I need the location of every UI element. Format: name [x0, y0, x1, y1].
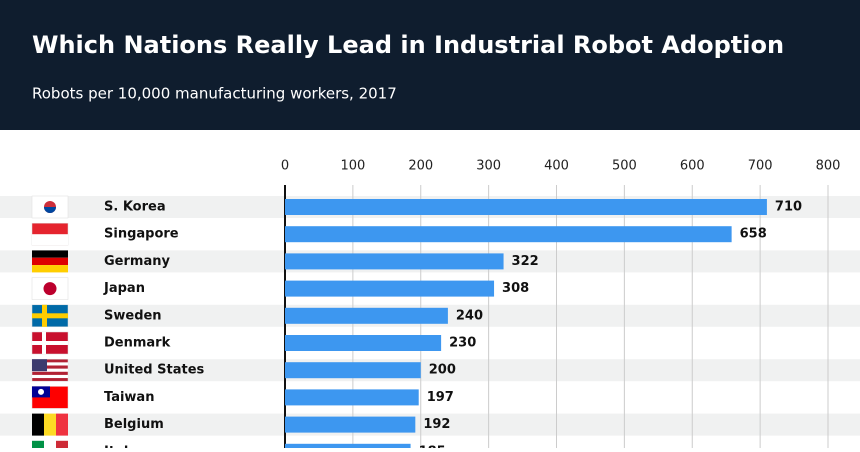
bar — [285, 335, 442, 351]
x-tick-label: 200 — [408, 159, 433, 174]
x-tick-label: 300 — [476, 159, 501, 174]
category-label: Taiwan — [104, 390, 154, 405]
category-label: United States — [104, 363, 205, 378]
value-label: 230 — [449, 336, 476, 351]
bar — [285, 226, 732, 243]
bar — [285, 307, 448, 324]
flag-part — [43, 282, 57, 296]
flag-part — [56, 440, 68, 452]
value-label: 192 — [423, 417, 450, 432]
category-label: Sweden — [104, 308, 162, 323]
x-tick-label: 700 — [748, 159, 773, 174]
header-band — [0, 0, 860, 130]
x-tick-label: 600 — [680, 159, 705, 174]
x-tick-label: 800 — [816, 159, 841, 174]
flag-part — [38, 388, 44, 395]
value-label: 322 — [512, 254, 539, 269]
category-label: S. Korea — [104, 200, 166, 215]
bar — [285, 416, 416, 433]
flag-part — [32, 341, 68, 345]
flag-part — [32, 257, 68, 266]
bar — [285, 443, 411, 452]
x-tick-label: 100 — [340, 159, 365, 174]
value-label: 240 — [456, 308, 483, 323]
bar — [285, 389, 419, 406]
category-label: Germany — [104, 254, 170, 269]
category-label: Belgium — [104, 417, 164, 432]
flag-part — [32, 413, 44, 436]
x-tick-label: 500 — [612, 159, 637, 174]
bar — [285, 280, 495, 297]
value-label: 185 — [419, 444, 446, 448]
flag-part — [32, 250, 68, 258]
flag-part — [32, 234, 68, 246]
flag-part — [44, 207, 56, 213]
row-stripe — [0, 413, 860, 436]
flag-part — [44, 440, 56, 452]
category-label: Italy — [104, 444, 137, 448]
value-label: 200 — [429, 363, 456, 378]
flag-part — [32, 313, 68, 319]
x-tick-label: 0 — [281, 159, 289, 174]
flag-part — [44, 413, 56, 436]
flag-part — [32, 374, 68, 379]
value-label: 710 — [775, 200, 802, 215]
flag-part — [32, 265, 68, 273]
bar — [285, 253, 504, 270]
flag-part — [32, 362, 68, 366]
x-tick-label: 400 — [544, 159, 569, 174]
rows — [0, 195, 860, 452]
bar — [285, 199, 767, 215]
flag-part — [32, 368, 68, 372]
value-label: 658 — [740, 227, 767, 242]
chart-subtitle: Robots per 10,000 manufacturing workers,… — [32, 85, 397, 103]
chart-title: Which Nations Really Lead in Industrial … — [32, 31, 784, 59]
category-label: Japan — [103, 281, 145, 296]
row-stripe — [0, 359, 860, 382]
value-label: 197 — [427, 390, 454, 405]
flag-part — [32, 359, 47, 372]
bar — [285, 362, 421, 379]
flag-part — [32, 440, 44, 452]
value-label: 308 — [502, 281, 529, 296]
flag-part — [56, 413, 68, 436]
category-label: Singapore — [104, 227, 179, 242]
category-label: Denmark — [104, 336, 171, 351]
